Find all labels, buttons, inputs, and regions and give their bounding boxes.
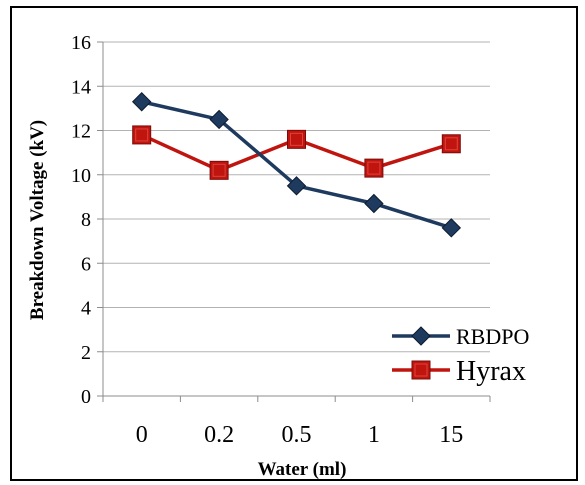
x-tick-label: 0 — [136, 422, 148, 448]
data-point-rbdpo — [286, 176, 307, 196]
data-point-hyrax-highlight — [212, 163, 226, 177]
y-axis-title: Breakdown Voltage (kV) — [27, 120, 48, 320]
x-tick-label: 1 — [368, 422, 380, 448]
data-point-hyrax — [364, 158, 384, 178]
data-point-hyrax-highlight — [444, 137, 458, 151]
x-tick-labels: 0 0.2 0.5 1 15 — [136, 422, 464, 448]
y-tick-label: 14 — [71, 76, 91, 98]
data-point-rbdpo — [364, 193, 384, 214]
data-point-rbdpo — [131, 92, 152, 112]
legend-marker-hyrax — [411, 360, 431, 380]
data-point-rbdpo — [209, 109, 229, 130]
y-tick-label: 12 — [71, 121, 91, 143]
data-point-hyrax — [132, 125, 152, 145]
legend-marker-rbdpo — [411, 326, 431, 346]
data-point-hyrax-highlight — [367, 161, 381, 175]
chart-frame — [10, 6, 578, 481]
y-tick-label: 6 — [81, 253, 91, 275]
data-point-hyrax — [441, 134, 461, 154]
y-tick-label: 2 — [81, 342, 91, 364]
x-tick-label: 15 — [439, 422, 463, 448]
legend-label-hyrax: Hyrax — [456, 356, 526, 387]
gridlines — [103, 41, 490, 353]
x-tick-label: 0.5 — [282, 422, 312, 448]
y-tick-label: 10 — [71, 165, 91, 187]
y-tick-label: 0 — [81, 386, 91, 408]
y-tick-labels: 0 2 4 6 8 10 12 14 16 — [71, 32, 91, 408]
data-point-hyrax — [209, 160, 229, 180]
axes — [97, 41, 491, 402]
y-tick-label: 4 — [81, 298, 91, 320]
y-tick-label: 16 — [71, 32, 91, 54]
series-lines — [140, 100, 452, 230]
legend: RBDPO Hyrax — [392, 324, 529, 387]
data-point-rbdpo — [441, 218, 462, 238]
data-point-hyrax-highlight — [135, 128, 149, 142]
legend-marker-hyrax-highlight — [414, 363, 428, 377]
x-tick-label: 0.2 — [204, 422, 234, 448]
x-axis-title: Water (ml) — [258, 459, 347, 480]
legend-label-rbdpo: RBDPO — [456, 324, 529, 349]
y-tick-label: 8 — [81, 209, 91, 231]
series-markers — [131, 92, 462, 238]
series-line-rbdpo — [141, 100, 452, 230]
data-point-hyrax — [287, 129, 306, 149]
data-point-hyrax-highlight — [290, 132, 303, 146]
